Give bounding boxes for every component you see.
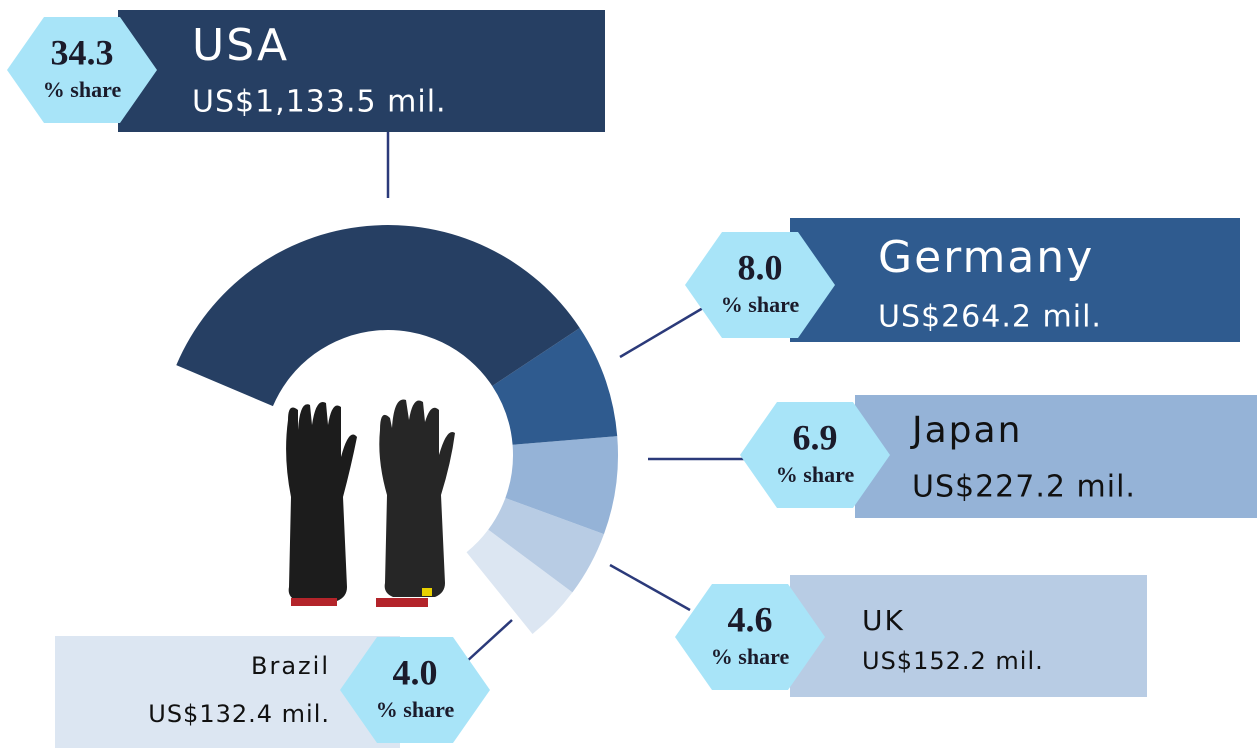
donut-segment — [488, 497, 604, 593]
share-unit: % share — [711, 644, 790, 669]
country-label: 34.3 % share USA US$1,133.5 mil. — [7, 10, 605, 132]
country-label: 8.0 % share Germany US$264.2 mil. — [685, 218, 1240, 342]
label-box — [790, 218, 1240, 342]
donut-segment — [176, 225, 580, 407]
country-name: Japan — [910, 410, 1022, 451]
country-name: Brazil — [251, 652, 330, 680]
label-box — [790, 575, 1147, 697]
glove-illustration — [286, 399, 455, 607]
donut-segment — [492, 327, 618, 445]
share-hexagon — [340, 637, 490, 743]
sales-value: US$152.2 mil. — [862, 647, 1044, 675]
connector — [609, 563, 691, 612]
donut-segment — [466, 529, 573, 634]
share-hexagon — [685, 232, 835, 338]
share-hexagon — [740, 402, 890, 508]
share-value: 4.6 — [728, 599, 773, 639]
country-name: UK — [862, 604, 905, 637]
connectors — [386, 130, 745, 664]
share-unit: % share — [721, 292, 800, 317]
sales-value: US$227.2 mil. — [912, 470, 1136, 505]
country-label: 6.9 % share Japan US$227.2 mil. — [740, 395, 1257, 518]
share-unit: % share — [43, 77, 122, 102]
share-unit: % share — [376, 697, 455, 722]
donut-segment — [505, 436, 619, 535]
share-value: 8.0 — [738, 247, 783, 287]
country-label: 4.6 % share UK US$152.2 mil. — [675, 575, 1147, 697]
sales-value: US$264.2 mil. — [878, 300, 1102, 335]
connector — [464, 619, 513, 664]
country-label: 4.0 % share Brazil US$132.4 mil. — [55, 636, 490, 748]
connector — [619, 306, 704, 359]
country-name: Germany — [878, 232, 1094, 283]
share-value: 6.9 — [793, 417, 838, 457]
label-box — [855, 395, 1257, 518]
sales-value: US$1,133.5 mil. — [192, 85, 447, 120]
sales-value: US$132.4 mil. — [148, 700, 330, 728]
share-hexagon — [7, 17, 157, 123]
label-box — [118, 10, 605, 132]
share-hexagon — [675, 584, 825, 690]
country-name: USA — [192, 20, 289, 71]
share-value: 34.3 — [51, 32, 114, 72]
share-value: 4.0 — [393, 652, 438, 692]
share-unit: % share — [776, 462, 855, 487]
